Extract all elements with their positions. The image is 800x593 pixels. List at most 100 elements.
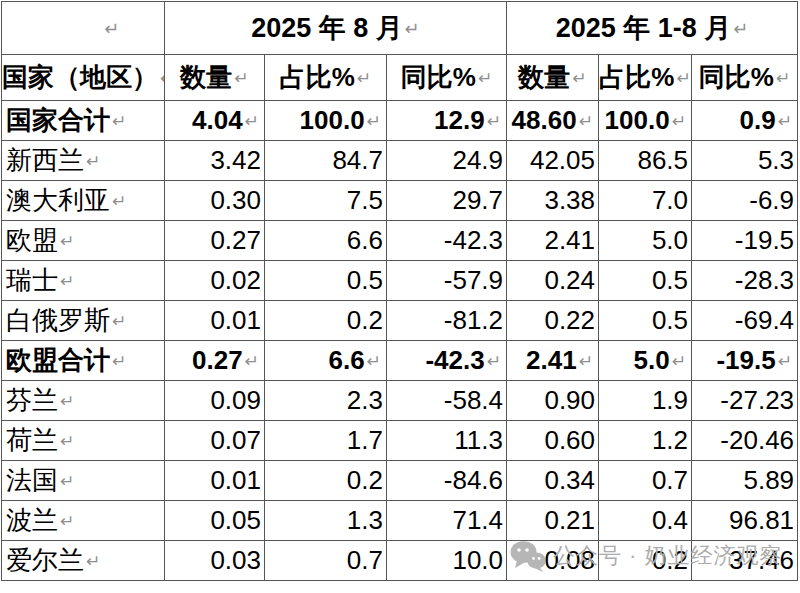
paragraph-mark-icon: ↵ <box>579 351 593 371</box>
value-cell: 2.3 <box>265 381 387 421</box>
value-text: 0.5 <box>652 305 688 335</box>
value-text: -58.4 <box>444 385 503 415</box>
value-text: 5.3 <box>758 145 794 175</box>
value-cell: 1.3 <box>265 501 387 541</box>
column-header-label: 占比% <box>280 62 355 92</box>
table-row: 瑞士↵0.020.5-57.90.240.5-28.3 <box>2 261 798 301</box>
column-header-label: 同比% <box>699 62 774 92</box>
value-text: 0.2 <box>347 465 383 495</box>
row-name-cell: 芬兰↵ <box>2 381 165 421</box>
paragraph-mark-icon: ↵ <box>405 19 420 39</box>
value-text: 0.60 <box>544 425 595 455</box>
value-text: -57.9 <box>444 265 503 295</box>
value-text: 6.6 <box>328 345 364 375</box>
value-cell: 0.60 <box>507 421 599 461</box>
value-text: 29.7 <box>452 185 503 215</box>
value-cell: 6.6 <box>265 221 387 261</box>
paragraph-mark-icon: ↵ <box>676 68 690 88</box>
value-cell: 100.0↵ <box>265 101 387 141</box>
value-text: 0.9 <box>740 105 776 135</box>
table-row: 澳大利亚↵0.307.529.73.387.0-6.9 <box>2 181 798 221</box>
value-cell: 0.2 <box>599 541 692 581</box>
value-cell: 0.2 <box>265 301 387 341</box>
paragraph-mark-icon: ↵ <box>112 111 126 131</box>
value-cell: 0.21 <box>507 501 599 541</box>
value-cell: -69.4 <box>692 301 798 341</box>
paragraph-mark-icon: ↵ <box>672 111 686 131</box>
value-text: 0.2 <box>347 305 383 335</box>
value-text: 0.21 <box>544 505 595 535</box>
paragraph-mark-icon: ↵ <box>86 151 100 171</box>
value-cell: 12.9↵ <box>387 101 507 141</box>
paragraph-mark-icon: ↵ <box>487 111 501 131</box>
row-name: 新西兰 <box>6 145 84 175</box>
header-group-row: ↵2025 年 8 月↵2025 年 1-8 月↵ <box>2 2 798 55</box>
value-cell: -58.4 <box>387 381 507 421</box>
paragraph-mark-icon: ↵ <box>579 111 593 131</box>
row-name: 荷兰 <box>6 425 58 455</box>
paragraph-mark-icon: ↵ <box>60 231 74 251</box>
paragraph-mark-icon: ↵ <box>367 111 381 131</box>
value-text: 11.3 <box>454 425 503 455</box>
row-name-cell: 波兰↵ <box>2 501 165 541</box>
row-name-cell: 瑞士↵ <box>2 261 165 301</box>
value-cell: 1.2 <box>599 421 692 461</box>
value-cell: 10.0 <box>387 541 507 581</box>
table-row: 欧盟合计↵0.27↵6.6↵-42.3↵2.41↵5.0↵-19.5↵ <box>2 341 798 381</box>
value-cell: 1.7 <box>265 421 387 461</box>
value-cell: 4.04↵ <box>165 101 265 141</box>
value-cell: 71.4 <box>387 501 507 541</box>
row-name: 法国 <box>6 465 58 495</box>
value-text: 4.04 <box>192 105 243 135</box>
value-text: -27.23 <box>720 385 794 415</box>
value-text: -28.3 <box>735 265 794 295</box>
row-name: 瑞士 <box>6 265 58 295</box>
value-text: -81.2 <box>444 305 503 335</box>
paragraph-mark-icon: ↵ <box>357 68 371 88</box>
value-cell: -42.3 <box>387 221 507 261</box>
row-name: 欧盟合计 <box>6 345 110 375</box>
value-text: 2.3 <box>347 385 383 415</box>
value-text: 1.3 <box>347 505 383 535</box>
value-cell: 100.0↵ <box>599 101 692 141</box>
column-header-label: 国家（地区） <box>2 62 158 92</box>
paragraph-mark-icon: ↵ <box>60 391 74 411</box>
value-text: 0.05 <box>210 505 261 535</box>
value-text: 0.2 <box>652 545 688 575</box>
row-name-cell: 爱尔兰↵ <box>2 541 165 581</box>
column-header-label: 数量 <box>180 62 232 92</box>
paragraph-mark-icon: ↵ <box>778 111 792 131</box>
value-text: 2.41 <box>526 345 577 375</box>
value-text: -19.5 <box>735 225 794 255</box>
value-cell: 0.4 <box>599 501 692 541</box>
paragraph-mark-icon: ↵ <box>478 68 492 88</box>
value-text: 0.09 <box>210 385 261 415</box>
value-cell: 84.7 <box>265 141 387 181</box>
paragraph-mark-icon: ↵ <box>60 471 74 491</box>
value-cell: -6.9 <box>692 181 798 221</box>
paragraph-mark-icon: ↵ <box>245 351 259 371</box>
document-page: ↵2025 年 8 月↵2025 年 1-8 月↵国家（地区）↵数量↵占比%↵同… <box>0 0 800 593</box>
value-text: 0.07 <box>210 425 261 455</box>
row-name-cell: 新西兰↵ <box>2 141 165 181</box>
row-name-cell: 欧盟合计↵ <box>2 341 165 381</box>
value-text: -42.3 <box>444 225 503 255</box>
value-cell: 0.03 <box>165 541 265 581</box>
value-cell: 6.6↵ <box>265 341 387 381</box>
value-text: 2.41 <box>544 225 595 255</box>
value-text: 0.5 <box>652 265 688 295</box>
paragraph-mark-icon: ↵ <box>86 551 100 571</box>
column-header-0: 国家（地区）↵ <box>2 55 165 101</box>
table-row: 白俄罗斯↵0.010.2-81.20.220.5-69.4 <box>2 301 798 341</box>
value-cell: -19.5 <box>692 221 798 261</box>
value-text: 48.60 <box>512 105 577 135</box>
paragraph-mark-icon: ↵ <box>60 511 74 531</box>
value-cell: 2.41 <box>507 221 599 261</box>
value-text: 0.22 <box>544 305 595 335</box>
value-cell: 0.30 <box>165 181 265 221</box>
row-name-cell: 白俄罗斯↵ <box>2 301 165 341</box>
value-text: 42.05 <box>530 145 595 175</box>
value-cell: 11.3 <box>387 421 507 461</box>
table-row: 荷兰↵0.071.711.30.601.2-20.46 <box>2 421 798 461</box>
value-text: 12.9 <box>434 105 485 135</box>
